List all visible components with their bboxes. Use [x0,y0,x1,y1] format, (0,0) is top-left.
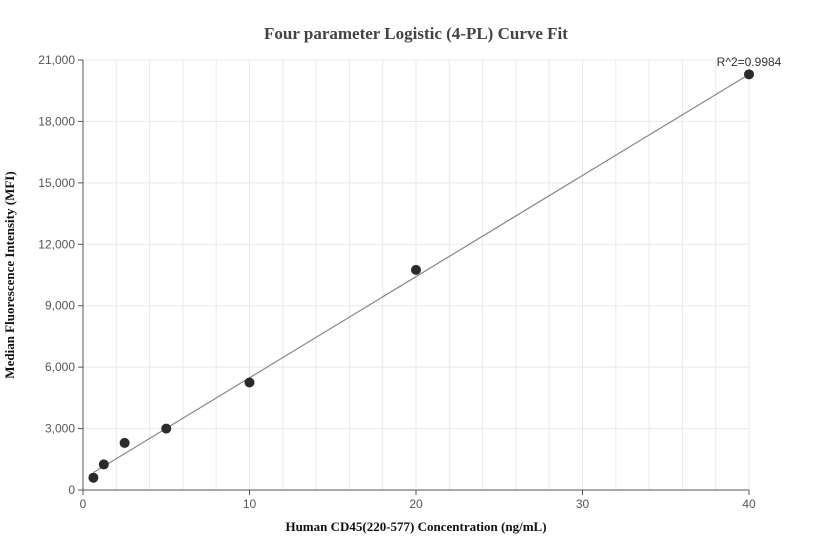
data-point [88,472,99,483]
data-point [244,377,255,388]
data-point [98,459,109,470]
y-tick-label: 18,000 [38,114,75,128]
grid [82,59,750,491]
y-tick-label: 6,000 [45,360,75,374]
x-axis-label: Human CD45(220-577) Concentration (ng/mL… [285,519,546,534]
x-axis-ticks: 0 10 20 30 40 [80,490,756,511]
x-tick-label: 40 [742,497,756,511]
x-tick-label: 10 [243,497,257,511]
x-tick-label: 30 [576,497,590,511]
fit-line-group [93,73,750,474]
y-axis-ticks: 0 3,000 6,000 9,000 12,000 15,000 18,000 21,000 [38,53,83,497]
data-point [119,437,130,448]
x-tick-label: 20 [409,497,423,511]
y-axis-label: Median Fluorescence Intensity (MFI) [2,171,17,378]
y-tick-label: 21,000 [38,53,75,67]
fit-line [93,73,750,474]
x-tick-label: 0 [80,497,87,511]
y-tick-label: 9,000 [45,299,75,313]
y-tick-label: 0 [68,483,75,497]
data-points [88,69,754,483]
data-point [411,264,421,275]
data-point [161,423,172,434]
chart-title: Four parameter Logistic (4-PL) Curve Fit [264,24,568,43]
r-squared-annotation: R^2=0.9984 [717,55,782,69]
y-tick-label: 12,000 [38,237,75,251]
y-tick-label: 3,000 [45,422,75,436]
y-tick-label: 15,000 [38,176,75,190]
data-point [744,69,754,80]
